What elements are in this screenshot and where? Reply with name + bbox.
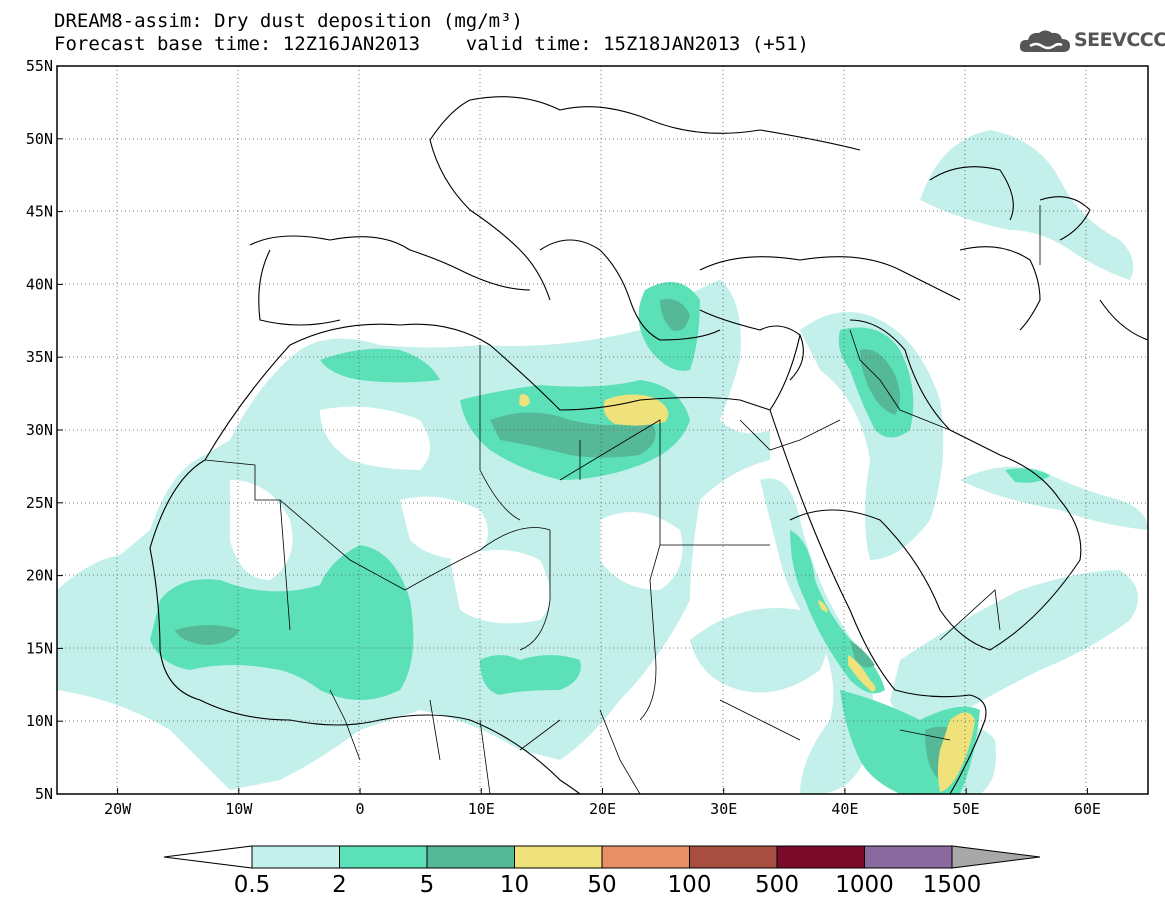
forecast-time-line: Forecast base time: 12Z16JAN2013 valid t… xyxy=(54,33,809,55)
legend-swatch xyxy=(514,845,603,869)
graticule xyxy=(57,66,1148,794)
logo-text: SEEVCCC xyxy=(1074,29,1165,51)
level-10-areas xyxy=(519,394,975,792)
lat-tick-label: 55N xyxy=(26,57,53,75)
lat-tick-label: 25N xyxy=(26,494,53,512)
legend-level-label: 100 xyxy=(668,872,712,898)
lat-tick-label: 10N xyxy=(26,712,53,730)
lon-tick-label: 40E xyxy=(831,800,858,818)
legend-underflow-arrow xyxy=(163,845,253,869)
lat-tick-label: 40N xyxy=(26,275,53,293)
coastlines xyxy=(149,96,1148,794)
deposition-field xyxy=(57,66,1148,794)
seevccc-logo: SEEVCCC xyxy=(1018,26,1165,56)
lat-tick-label: 50N xyxy=(26,130,53,148)
legend-swatch xyxy=(689,845,778,869)
lon-tick-label: 10E xyxy=(468,800,495,818)
lon-tick-label: 50E xyxy=(953,800,980,818)
cloud-icon xyxy=(1019,30,1070,52)
legend-level-label: 2 xyxy=(332,872,347,898)
lon-tick-label: 10W xyxy=(225,800,253,818)
lon-tick-label: 0 xyxy=(356,800,365,818)
lat-tick-label: 5N xyxy=(35,785,53,803)
legend-swatch xyxy=(339,845,428,869)
legend-swatch xyxy=(601,845,690,869)
legend-swatch xyxy=(864,845,953,869)
legend-level-label: 1500 xyxy=(923,872,982,898)
lat-tick-label: 45N xyxy=(26,203,53,221)
lon-tick-label: 20E xyxy=(589,800,616,818)
legend-swatch xyxy=(776,845,865,869)
map-title: DREAM8-assim: Dry dust deposition (mg/m³… xyxy=(54,10,523,32)
lon-tick-label: 60E xyxy=(1074,800,1101,818)
lon-tick-label: 30E xyxy=(710,800,737,818)
legend-swatch xyxy=(251,845,340,869)
country-borders xyxy=(204,205,1041,794)
legend-overflow-arrow xyxy=(951,845,1041,869)
axis-ticks: 55N 50N 45N 40N 35N 30N 25N 20N 15N 10N 5N 20W 10W 0 1… xyxy=(26,57,1101,818)
no-deposition-gaps xyxy=(230,406,683,624)
legend-swatch xyxy=(426,845,515,869)
lat-tick-label: 30N xyxy=(26,421,53,439)
legend-level-label: 500 xyxy=(755,872,799,898)
legend-level-label: 10 xyxy=(500,872,529,898)
legend-level-label: 0.5 xyxy=(234,872,271,898)
lat-tick-label: 20N xyxy=(26,567,53,585)
legend-level-label: 1000 xyxy=(835,872,894,898)
lat-tick-label: 15N xyxy=(26,639,53,657)
legend-level-label: 5 xyxy=(420,872,435,898)
legend-level-label: 50 xyxy=(587,872,616,898)
lon-tick-label: 20W xyxy=(104,800,132,818)
lat-tick-label: 35N xyxy=(26,348,53,366)
